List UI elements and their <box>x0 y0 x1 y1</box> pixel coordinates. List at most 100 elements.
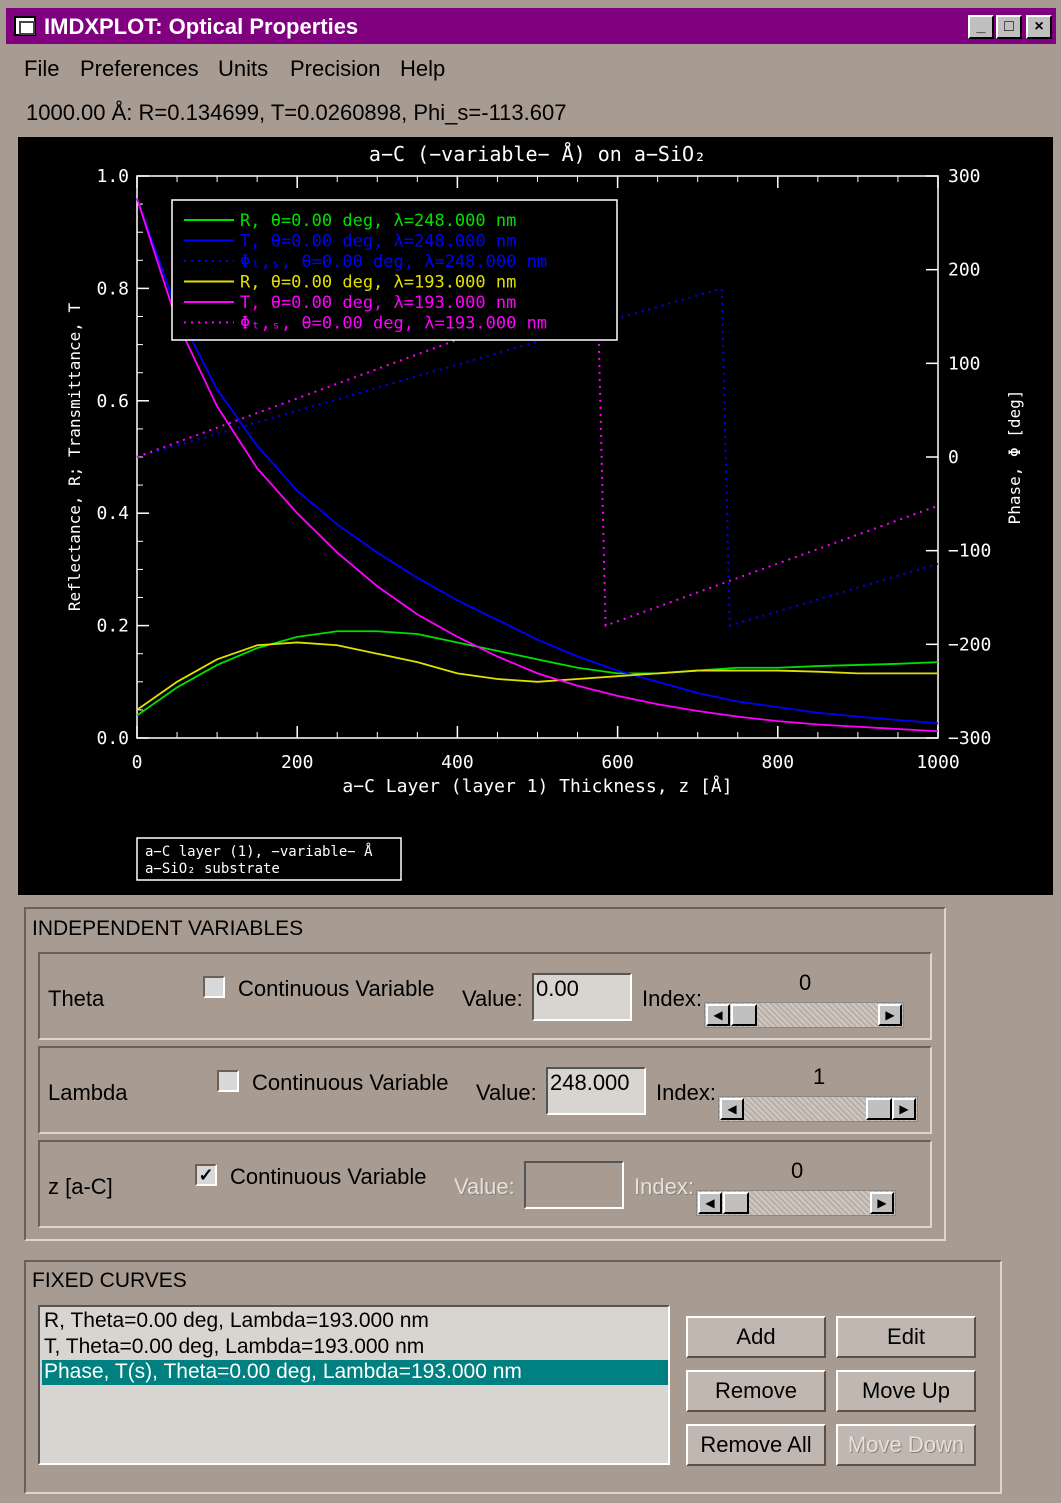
legend-entry: T, θ=0.00 deg, λ=193.000 nm <box>240 293 516 313</box>
legend-entry: R, θ=0.00 deg, λ=248.000 nm <box>240 211 516 231</box>
theta-value-label: Value: <box>462 986 523 1011</box>
y2-tick-label: 0 <box>948 447 959 468</box>
legend-entry: T, θ=0.00 deg, λ=248.000 nm <box>240 232 516 252</box>
slider-thumb[interactable] <box>866 1098 892 1120</box>
slider-right-arrow-icon[interactable]: ▶ <box>892 1098 916 1120</box>
y2-tick-label: 200 <box>948 260 981 281</box>
y2-tick-label: −300 <box>948 728 991 749</box>
series-line-5 <box>136 286 939 628</box>
x-tick-label: 600 <box>601 752 634 773</box>
fixed-curves-title: FIXED CURVES <box>32 1269 187 1292</box>
slider-right-arrow-icon[interactable]: ▶ <box>878 1004 902 1026</box>
y-tick-label: 0.8 <box>96 278 129 299</box>
fixed-curves-list[interactable]: R, Theta=0.00 deg, Lambda=193.000 nm T, … <box>38 1305 670 1465</box>
y-axis-label: Reflectance, R; Transmittance, T <box>65 303 84 612</box>
x-axis-label: a−C Layer (layer 1) Thickness, z [Å] <box>342 775 732 797</box>
lambda-label: Lambda <box>48 1080 128 1105</box>
theta-continuous-label: Continuous Variable <box>238 976 435 1001</box>
lambda-value-field[interactable]: 248.000 <box>546 1067 646 1115</box>
list-item[interactable]: R, Theta=0.00 deg, Lambda=193.000 nm <box>44 1309 429 1332</box>
lambda-index-label: Index: <box>656 1080 716 1105</box>
menu-help[interactable]: Help <box>400 56 446 81</box>
slider-left-arrow-icon[interactable]: ◀ <box>698 1192 722 1214</box>
window-title: IMDXPLOT: Optical Properties <box>44 14 359 39</box>
y2-axis-label: Phase, Φ [deg] <box>1005 390 1024 525</box>
x-tick-label: 0 <box>132 752 143 773</box>
lambda-continuous-label: Continuous Variable <box>252 1070 449 1095</box>
series-line-2 <box>136 287 939 627</box>
theta-continuous-checkbox[interactable] <box>203 976 225 998</box>
theta-value-field[interactable]: 0.00 <box>532 973 632 1021</box>
theta-label: Theta <box>48 986 105 1011</box>
annotation-text: a−C layer (1), −variable− Å <box>145 843 373 860</box>
app-icon[interactable] <box>14 16 36 36</box>
z-continuous-label: Continuous Variable <box>230 1164 427 1189</box>
add-button[interactable]: Add <box>686 1316 826 1358</box>
slider-left-arrow-icon[interactable]: ◀ <box>720 1098 744 1120</box>
slider-thumb[interactable] <box>723 1192 749 1214</box>
x-tick-label: 200 <box>281 752 314 773</box>
move-up-button[interactable]: Move Up <box>836 1370 976 1412</box>
z-value-label: Value: <box>454 1174 515 1199</box>
z-index-slider[interactable]: ◀ ▶ <box>696 1190 896 1216</box>
theta-row <box>38 952 932 1040</box>
y2-tick-label: 300 <box>948 166 981 187</box>
status-readout: 1000.00 Å: R=0.134699, T=0.0260898, Phi_… <box>26 100 567 125</box>
z-index-label: Index: <box>634 1174 694 1199</box>
lambda-continuous-checkbox[interactable] <box>217 1070 239 1092</box>
remove-button[interactable]: Remove <box>686 1370 826 1412</box>
y-tick-label: 0.6 <box>96 391 129 412</box>
independent-variables-title: INDEPENDENT VARIABLES <box>32 917 304 940</box>
series-line-3 <box>136 641 938 711</box>
legend-entry: Φₜ,ₛ, θ=0.00 deg, λ=193.000 nm <box>240 314 547 334</box>
edit-button[interactable]: Edit <box>836 1316 976 1358</box>
lambda-row <box>38 1046 932 1134</box>
y2-tick-label: −100 <box>948 541 991 562</box>
close-button[interactable]: × <box>1026 15 1052 39</box>
x-tick-label: 1000 <box>916 752 959 773</box>
title-bar: IMDXPLOT: Optical Properties _ □ × <box>6 8 1056 44</box>
slider-right-arrow-icon[interactable]: ▶ <box>870 1192 894 1214</box>
remove-all-button[interactable]: Remove All <box>686 1424 826 1466</box>
slider-left-arrow-icon[interactable]: ◀ <box>706 1004 730 1026</box>
lambda-index-value: 1 <box>813 1064 826 1089</box>
legend-entry: R, θ=0.00 deg, λ=193.000 nm <box>240 273 516 293</box>
z-row <box>38 1140 932 1228</box>
y-tick-label: 0.2 <box>96 616 129 637</box>
theta-index-label: Index: <box>642 986 702 1011</box>
series-line-1 <box>136 198 939 725</box>
z-value-field <box>524 1161 624 1209</box>
y-tick-label: 0.4 <box>96 503 129 524</box>
annotation-text: a−SiO₂ substrate <box>145 861 280 877</box>
legend-box <box>171 199 618 341</box>
menu-units[interactable]: Units <box>218 56 269 81</box>
y2-tick-label: 100 <box>948 353 981 374</box>
list-item[interactable]: Phase, T(s), Theta=0.00 deg, Lambda=193.… <box>42 1360 668 1385</box>
theta-index-value: 0 <box>799 970 812 995</box>
fixed-curves-panel <box>24 1260 1002 1494</box>
lambda-index-slider[interactable]: ◀ ▶ <box>718 1096 918 1122</box>
plot-area[interactable]: a−C (−variable− Å) on a−SiO₂ 0 200 400 600 80… <box>18 137 1053 895</box>
menu-file[interactable]: File <box>24 56 60 81</box>
series-line-4 <box>136 198 939 733</box>
independent-variables-panel <box>24 907 946 1241</box>
x-tick-label: 800 <box>762 752 795 773</box>
annotation-box <box>136 837 402 881</box>
slider-thumb[interactable] <box>731 1004 757 1026</box>
z-index-value: 0 <box>791 1158 804 1183</box>
z-label: z [a-C] <box>48 1174 113 1199</box>
theta-index-slider[interactable]: ◀ ▶ <box>704 1002 904 1028</box>
x-tick-label: 400 <box>441 752 474 773</box>
list-item[interactable]: T, Theta=0.00 deg, Lambda=193.000 nm <box>44 1335 425 1358</box>
legend-entry: Φₜ,ₛ, θ=0.00 deg, λ=248.000 nm <box>240 252 547 272</box>
minimize-button[interactable]: _ <box>968 15 994 39</box>
y-tick-label: 0.0 <box>96 728 129 749</box>
menu-precision[interactable]: Precision <box>290 56 381 81</box>
lambda-value-label: Value: <box>476 1080 537 1105</box>
z-continuous-checkbox[interactable]: ✓ <box>195 1164 217 1186</box>
chart-title: a−C (−variable− Å) on a−SiO₂ <box>369 142 706 166</box>
menu-preferences[interactable]: Preferences <box>80 56 199 81</box>
maximize-button[interactable]: □ <box>996 15 1022 39</box>
move-down-button: Move Down <box>836 1424 976 1466</box>
y2-tick-label: −200 <box>948 634 991 655</box>
